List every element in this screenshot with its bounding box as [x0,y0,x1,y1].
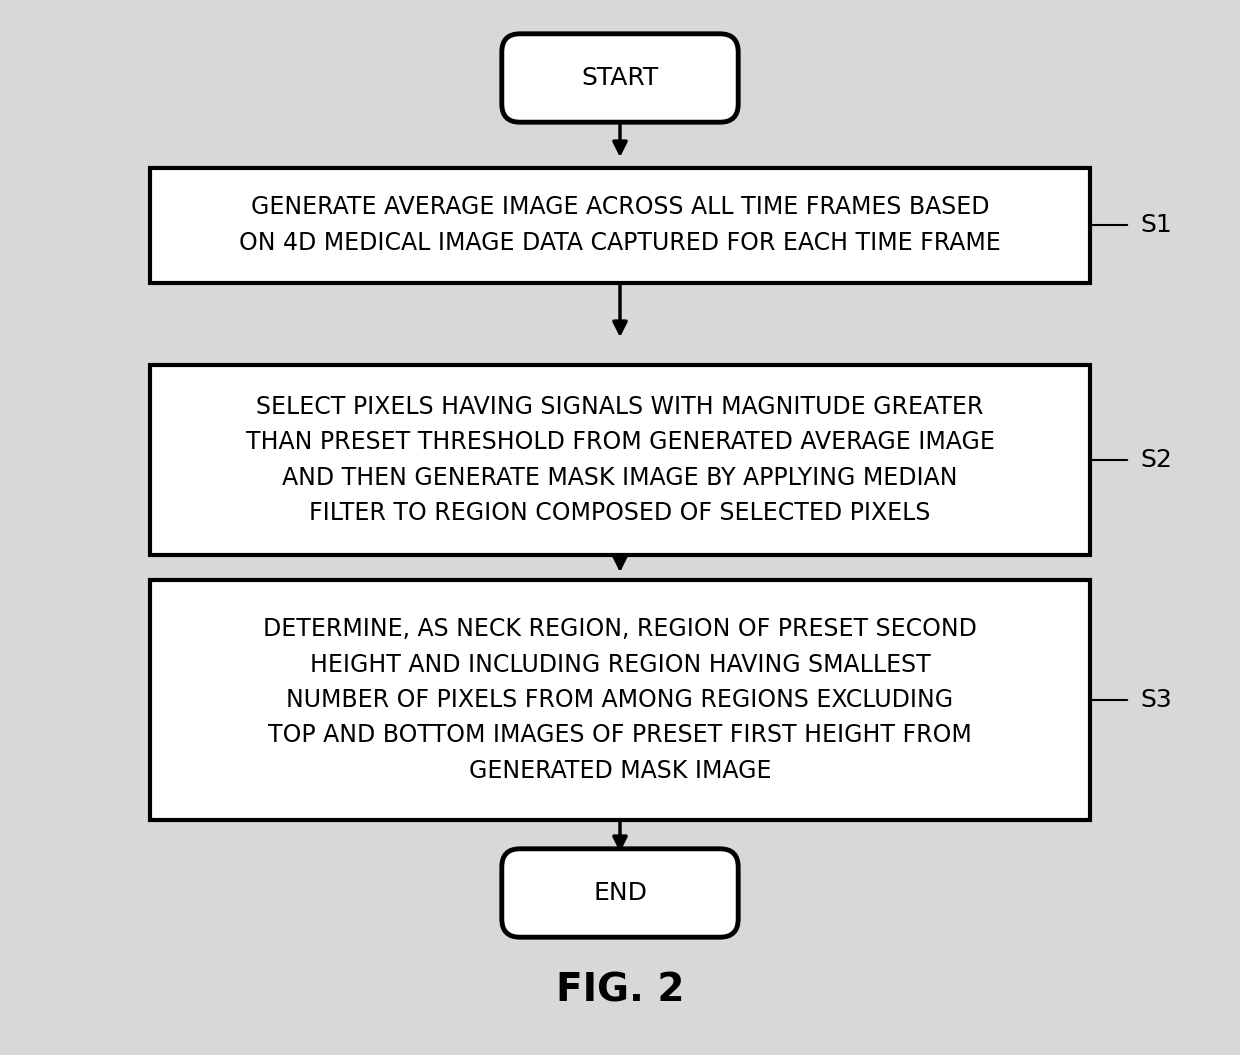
FancyBboxPatch shape [502,34,738,122]
Text: S3: S3 [1140,688,1172,712]
Text: START: START [582,66,658,90]
Text: GENERATE AVERAGE IMAGE ACROSS ALL TIME FRAMES BASED
ON 4D MEDICAL IMAGE DATA CAP: GENERATE AVERAGE IMAGE ACROSS ALL TIME F… [239,195,1001,254]
Text: FIG. 2: FIG. 2 [556,971,684,1009]
Bar [150,580,1090,820]
FancyBboxPatch shape [502,849,738,937]
Text: S2: S2 [1140,448,1172,472]
Text: END: END [593,881,647,905]
Text: SELECT PIXELS HAVING SIGNALS WITH MAGNITUDE GREATER
THAN PRESET THRESHOLD FROM G: SELECT PIXELS HAVING SIGNALS WITH MAGNIT… [246,395,994,525]
Bar [150,365,1090,555]
Text: DETERMINE, AS NECK REGION, REGION OF PRESET SECOND
HEIGHT AND INCLUDING REGION H: DETERMINE, AS NECK REGION, REGION OF PRE… [263,617,977,783]
Text: S1: S1 [1140,213,1172,237]
Bar [150,168,1090,283]
